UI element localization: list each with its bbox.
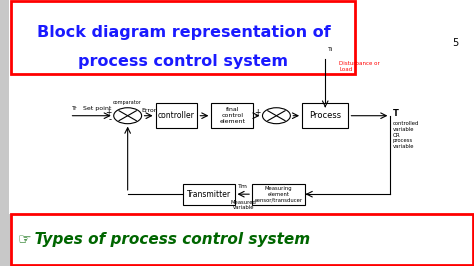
Bar [183, 184, 235, 205]
Text: final
control
element: final control element [219, 107, 245, 124]
Bar [302, 103, 348, 128]
Text: ☞ Types of process control system: ☞ Types of process control system [18, 232, 310, 247]
Bar [252, 184, 305, 205]
Text: Measured
variable: Measured variable [230, 200, 256, 210]
Text: Process: Process [309, 111, 341, 120]
Text: Transmitter: Transmitter [187, 190, 231, 199]
Text: Disturbance or
Load: Disturbance or Load [339, 61, 380, 72]
Text: process control system: process control system [79, 54, 289, 69]
Text: controlled
variable
OR
process
variable: controlled variable OR process variable [392, 121, 419, 149]
Text: Error: Error [141, 107, 156, 113]
Circle shape [263, 108, 291, 124]
Text: Tm: Tm [238, 184, 248, 189]
Bar [211, 103, 253, 128]
Bar [155, 103, 197, 128]
Circle shape [114, 108, 142, 124]
Bar [11, 214, 473, 265]
Text: Measuring
element
sensor/transducer: Measuring element sensor/transducer [255, 186, 303, 202]
Bar [9, 0, 474, 214]
Text: Tr: Tr [72, 106, 78, 111]
Text: T: T [392, 109, 399, 118]
Text: +: + [254, 108, 260, 117]
Text: Block diagram representation of: Block diagram representation of [36, 25, 330, 40]
Text: controller: controller [158, 111, 195, 120]
Bar [11, 1, 355, 74]
Text: Set point: Set point [83, 106, 112, 111]
Text: -: - [109, 116, 111, 124]
Text: Ti: Ti [328, 47, 333, 52]
Text: +: + [105, 108, 111, 117]
Text: 5: 5 [452, 38, 458, 48]
Text: comparator: comparator [113, 99, 142, 105]
